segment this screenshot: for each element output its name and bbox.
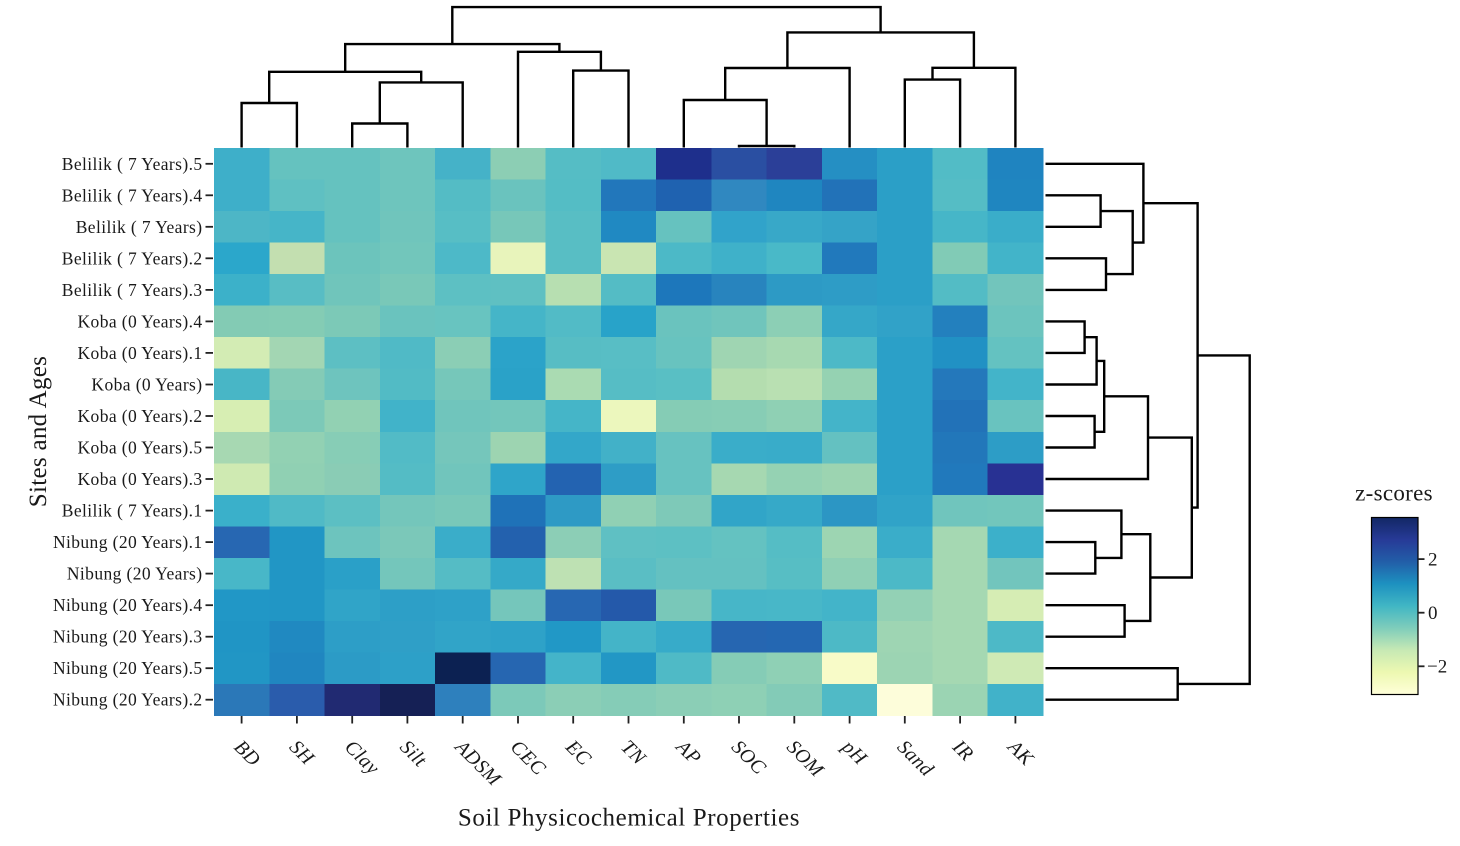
svg-text:Belilik ( 7 Years): Belilik ( 7 Years) [76,217,203,237]
svg-text:Nibung (20 Years).4: Nibung (20 Years).4 [53,595,203,615]
svg-text:Belilik ( 7 Years).3: Belilik ( 7 Years).3 [62,280,203,300]
svg-text:2: 2 [1428,550,1438,571]
svg-text:Belilik ( 7 Years).1: Belilik ( 7 Years).1 [62,501,203,521]
svg-text:Nibung (20 Years).1: Nibung (20 Years).1 [53,532,203,552]
svg-text:Sites and Ages: Sites and Ages [25,356,52,507]
svg-text:Koba (0 Years).2: Koba (0 Years).2 [78,406,203,426]
svg-text:Koba (0 Years).1: Koba (0 Years).1 [78,343,203,363]
svg-text:Koba (0 Years).4: Koba (0 Years).4 [78,311,203,331]
svg-text:Belilik ( 7 Years).2: Belilik ( 7 Years).2 [62,248,203,268]
svg-text:Koba (0 Years).3: Koba (0 Years).3 [78,469,203,489]
svg-text:Soil Physicochemical Propertie: Soil Physicochemical Properties [458,805,800,832]
svg-text:z-scores: z-scores [1355,481,1433,506]
svg-text:Koba (0 Years): Koba (0 Years) [91,375,202,395]
svg-text:Belilik ( 7 Years).5: Belilik ( 7 Years).5 [62,154,203,174]
svg-text:−2: −2 [1427,657,1447,678]
svg-text:Nibung (20 Years).5: Nibung (20 Years).5 [53,658,203,678]
svg-text:0: 0 [1428,603,1438,624]
svg-text:Koba (0 Years).5: Koba (0 Years).5 [78,438,203,458]
svg-text:Nibung (20 Years).2: Nibung (20 Years).2 [53,690,203,710]
svg-text:Belilik ( 7 Years).4: Belilik ( 7 Years).4 [62,185,203,205]
svg-text:Nibung (20 Years): Nibung (20 Years) [67,564,203,584]
svg-text:Nibung (20 Years).3: Nibung (20 Years).3 [53,627,203,647]
